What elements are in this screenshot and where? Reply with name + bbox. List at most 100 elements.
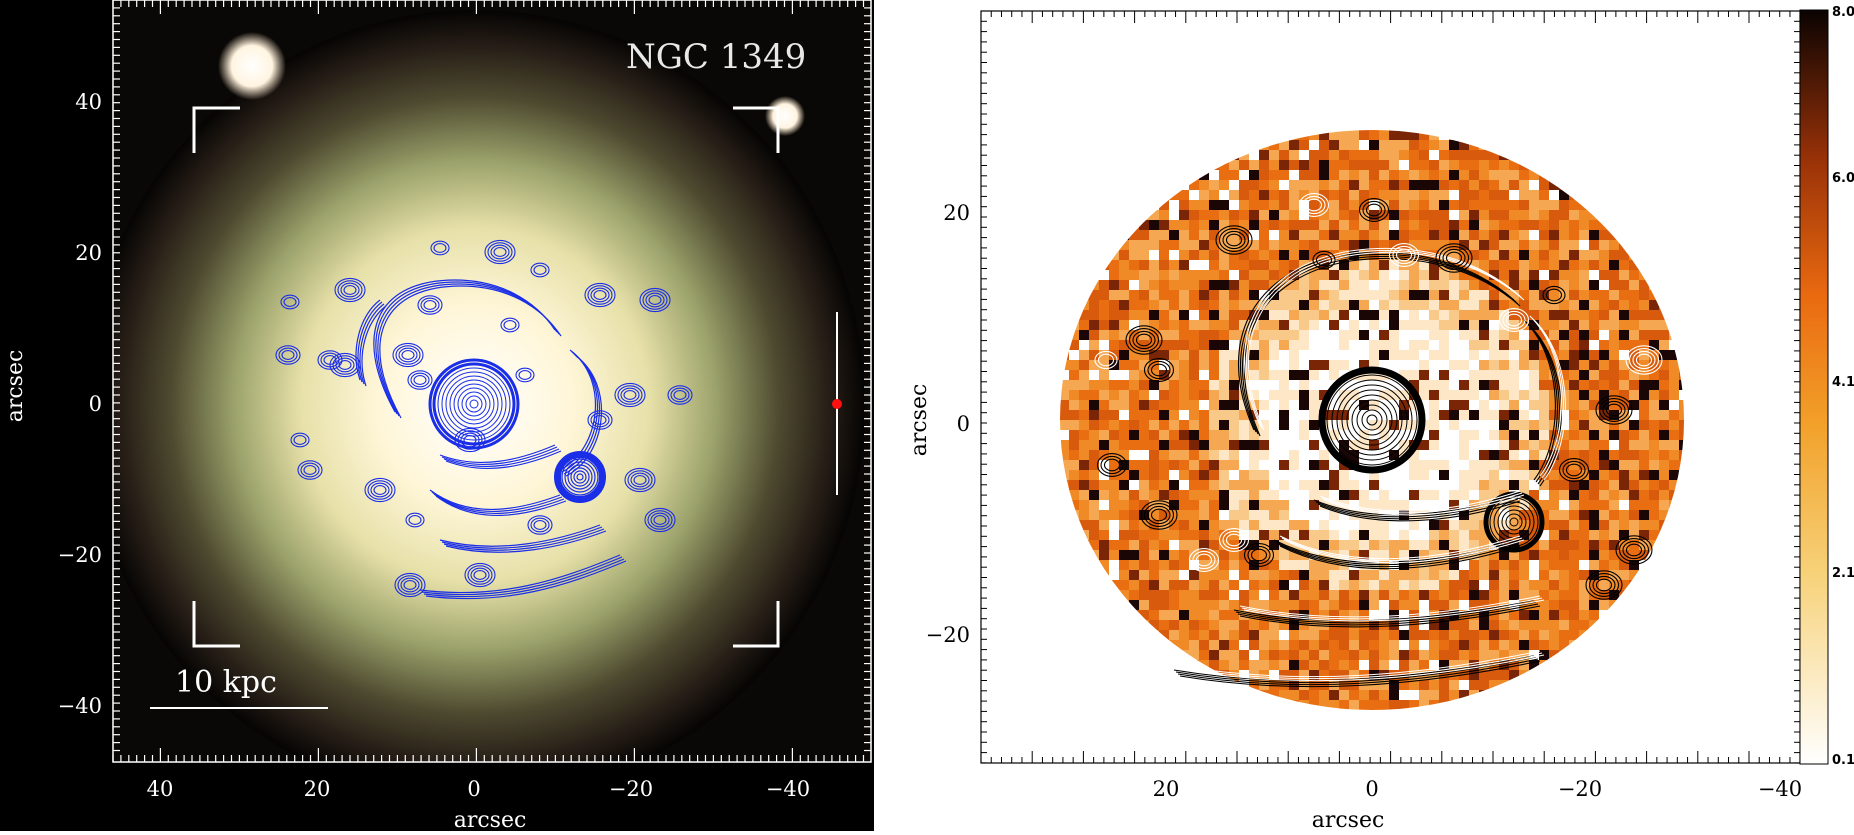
- knot-contour: [1565, 463, 1583, 477]
- nucleus-contour: [465, 395, 483, 413]
- knot-contour: [530, 517, 550, 533]
- knot-contour: [1682, 470, 1706, 490]
- knot-contour: [584, 282, 616, 308]
- colorbar-tick-label: 2.1: [1832, 566, 1854, 581]
- knot-contour: [1218, 228, 1250, 252]
- knot-contour: [623, 390, 637, 400]
- knot-contour: [484, 239, 516, 265]
- knot-contour: [647, 510, 673, 530]
- y-tick-label: 0: [89, 392, 102, 416]
- nucleus-contour: [441, 371, 507, 437]
- ring-contour: [1321, 492, 1523, 514]
- nucleus-contour: [461, 391, 487, 417]
- knot-contour: [283, 297, 297, 307]
- ring-contour: [1283, 539, 1525, 564]
- colorbar-tick-label: 4.1: [1832, 375, 1854, 390]
- knot-contour: [275, 345, 301, 365]
- knot-contour: [303, 465, 317, 475]
- ring-contour: [1248, 252, 1525, 431]
- nucleus-contour: [449, 379, 499, 429]
- knot-contour: [518, 370, 532, 380]
- knot-contour: [587, 410, 613, 430]
- nucleus-contour: [457, 387, 491, 421]
- x-tick-label: −40: [766, 777, 810, 801]
- knot-contour: [614, 382, 646, 408]
- ring-contour: [429, 489, 561, 510]
- ring-contour: [1281, 537, 1523, 562]
- x-tick-label: 20: [304, 777, 331, 801]
- knot-contour: [334, 277, 366, 303]
- nucleus-contour: [1341, 389, 1403, 451]
- knot-contour: [1218, 528, 1250, 552]
- galaxy-image-panel: NGC 1349 10 kpc 40 20 0 −20 −40 40 20 0 …: [0, 0, 874, 833]
- knot-contour: [570, 467, 590, 487]
- knot-contour: [1622, 540, 1646, 560]
- nucleus-contour: [469, 399, 479, 409]
- knot-contour: [1147, 360, 1171, 380]
- ring-contour: [1241, 597, 1543, 620]
- x-tick-label: 0: [1365, 777, 1378, 801]
- knot-contour: [1362, 200, 1386, 220]
- knot-contour: [329, 352, 361, 378]
- ratio-map-panel: 20 0 −20 −40 20 0 −20 arcsec arcsec 8.0 …: [874, 0, 1854, 833]
- knot-contour: [1103, 458, 1121, 472]
- knot-contour: [1545, 288, 1563, 302]
- ring-contour: [423, 558, 625, 598]
- ring-contour: [433, 493, 565, 514]
- ratio-map-figure: 20 0 −20 −40 20 0 −20 arcsec arcsec 8.0 …: [907, 5, 1854, 833]
- nucleus-contour: [1361, 409, 1383, 431]
- knot-contour: [557, 454, 603, 500]
- colorbar: 8.0 6.0 4.1 2.1 0.1: [1799, 5, 1854, 768]
- knot-contour: [587, 285, 613, 305]
- knot-contour: [624, 467, 656, 493]
- ring-contour: [443, 448, 560, 468]
- knot-contour: [373, 485, 387, 495]
- knot-contour: [395, 345, 421, 365]
- knot-contour: [417, 295, 443, 315]
- knot-contour: [1505, 313, 1523, 327]
- knot-contour: [1147, 505, 1171, 525]
- knot-contour: [653, 515, 667, 525]
- ring-contour: [379, 285, 562, 419]
- knot-contour: [1222, 230, 1246, 250]
- foreground-star: [765, 96, 805, 136]
- knot-contour: [405, 512, 425, 528]
- knot-contour: [1501, 509, 1527, 535]
- ring-contour: [1237, 603, 1539, 626]
- ring-contour: [1179, 650, 1541, 678]
- knot-contour: [503, 320, 517, 330]
- nucleus-contour: [1346, 394, 1398, 446]
- knot-contour: [650, 512, 670, 528]
- x-tick-label: −40: [1758, 777, 1802, 801]
- knot-contour: [1395, 248, 1413, 262]
- knot-contour: [1505, 513, 1523, 531]
- ring-contour: [1239, 605, 1541, 628]
- knot-contour: [533, 265, 547, 275]
- knot-contour: [487, 242, 513, 262]
- knot-contour: [1247, 545, 1271, 565]
- ring-contour: [1235, 601, 1537, 624]
- knot-contour: [1094, 350, 1118, 370]
- x-axis-label: arcsec: [454, 808, 527, 831]
- knot-contour: [320, 352, 340, 368]
- ring-contour: [431, 491, 563, 512]
- knot-contour: [644, 507, 676, 533]
- x-tick-label: −20: [609, 777, 653, 801]
- knot-contour: [1097, 353, 1115, 367]
- knot-contour: [1445, 251, 1463, 265]
- ring-contour: [439, 444, 556, 464]
- ring-contour: [441, 446, 558, 466]
- knot-contour: [1132, 330, 1156, 350]
- knot-contour: [323, 355, 337, 365]
- knot-contour: [590, 412, 610, 428]
- knot-contour: [1438, 246, 1470, 270]
- knot-contour: [394, 572, 426, 598]
- knot-contour: [457, 430, 483, 450]
- knot-contour: [1392, 245, 1416, 265]
- y-axis-label: arcsec: [3, 350, 28, 423]
- ring-contour: [445, 450, 562, 470]
- knot-contour: [1192, 550, 1216, 570]
- nucleus-contour: [432, 362, 516, 446]
- knot-contour: [1100, 455, 1124, 475]
- ring-contour: [1181, 652, 1543, 680]
